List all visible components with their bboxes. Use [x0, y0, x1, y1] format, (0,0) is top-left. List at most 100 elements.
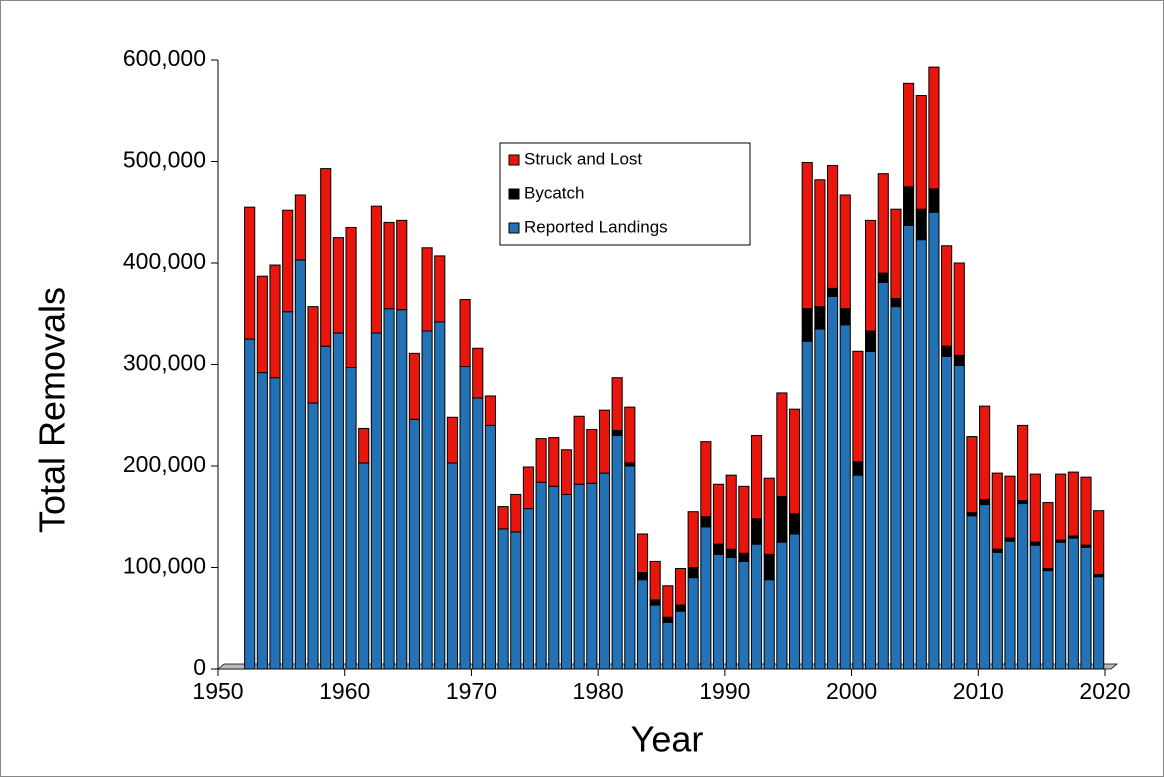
bar-segment [1055, 473, 1067, 541]
bar-segment [662, 616, 674, 623]
bar-segment [877, 281, 889, 670]
bar-segment [484, 424, 497, 670]
bar-segment [472, 347, 484, 399]
bar-segment [725, 548, 737, 558]
bar-segment [598, 409, 611, 474]
bar-segment [763, 579, 775, 670]
bar-segment [358, 427, 370, 464]
bar-segment [865, 219, 877, 332]
bar-segment [776, 541, 788, 670]
bar-segment [687, 567, 699, 579]
bar-segment [611, 377, 623, 431]
bar-segment [383, 221, 395, 310]
bar-segment [750, 518, 763, 545]
bar-segment [674, 604, 687, 612]
bar-segment [776, 495, 788, 543]
bar-segment [624, 406, 636, 464]
bar-segment [269, 377, 281, 670]
bar-segment [674, 568, 687, 606]
bar-segment [738, 560, 750, 670]
bar-segment [712, 483, 725, 545]
bar-segment [700, 526, 712, 670]
bar-segment [1080, 546, 1092, 670]
bar-segment [611, 435, 623, 670]
bar-segment [852, 461, 864, 476]
bar-segment [307, 306, 319, 404]
bar-segment [700, 441, 712, 518]
bar-segment [548, 437, 560, 487]
bar-segment [687, 577, 699, 670]
bar-segment [662, 621, 674, 670]
bar-segment [294, 259, 306, 670]
bar-segment [788, 513, 801, 535]
bar-segment [750, 435, 763, 520]
bar-segment [611, 429, 623, 437]
bar-segment [649, 599, 661, 606]
bar-segment [244, 338, 256, 670]
legend-label: Struck and Lost [524, 149, 642, 168]
bar-segment [915, 239, 927, 670]
x-tick-label: 1990 [699, 678, 750, 704]
bar-segment [624, 465, 636, 670]
bar-segment [586, 482, 598, 670]
bar-segment [345, 367, 357, 670]
bar-segment [826, 287, 839, 297]
bar-segment [522, 466, 535, 510]
bar-segment [307, 402, 319, 670]
bar-segment [814, 328, 826, 670]
bar-segment [953, 365, 965, 670]
bar-segment [408, 418, 420, 670]
bar-segment [966, 515, 978, 670]
bar-segment [1093, 510, 1105, 576]
bar-segment [865, 350, 877, 670]
bar-segment [1042, 502, 1054, 570]
bar-segment [890, 298, 902, 308]
y-tick-label: 500,000 [123, 147, 206, 173]
bar-segment [979, 405, 991, 500]
bar-segment [1093, 576, 1105, 670]
bar-segment [814, 306, 826, 330]
bar-segment [725, 556, 737, 670]
bar-segment [788, 408, 801, 515]
bar-segment [484, 395, 497, 426]
bar-segment [256, 275, 268, 374]
x-tick-label: 2010 [953, 678, 1004, 704]
bar-segment [776, 392, 788, 497]
y-tick-label: 200,000 [123, 451, 206, 477]
bar-segment [738, 552, 750, 562]
legend-swatch [508, 188, 520, 200]
bar-segment [320, 168, 332, 347]
bar-segment [966, 436, 978, 514]
bar-segment [915, 208, 927, 241]
bar-segment [1004, 475, 1016, 539]
bar-segment [1029, 473, 1041, 543]
x-tick-label: 1960 [319, 678, 370, 704]
x-tick-label: 2020 [1079, 678, 1130, 704]
bar-segment [826, 165, 839, 289]
x-tick-label: 1980 [573, 678, 624, 704]
bar-segment [636, 533, 649, 574]
bar-segment [763, 477, 775, 555]
y-tick-label: 600,000 [123, 45, 206, 71]
bar-segment [801, 162, 813, 310]
bar-segment [928, 66, 940, 190]
bar-segment [1004, 540, 1016, 670]
bar-segment [991, 551, 1003, 670]
bar-segment [1055, 541, 1067, 670]
y-tick-label: 400,000 [123, 248, 206, 274]
bar-segment [928, 211, 940, 670]
y-axis-title: Total Removals [32, 287, 73, 533]
bar-segment [573, 415, 585, 485]
bar-segment [649, 560, 661, 601]
bar-segment [446, 416, 458, 464]
bar-segment [928, 188, 940, 213]
bar-segment [890, 208, 902, 300]
bar-segment [687, 511, 699, 568]
bar-segment [636, 572, 649, 581]
bar-segment [560, 493, 573, 670]
bar-segment [396, 219, 408, 311]
bar-segment [560, 449, 573, 495]
bar-segment [294, 194, 306, 261]
legend-box [499, 142, 751, 246]
bar-segment [991, 472, 1003, 550]
